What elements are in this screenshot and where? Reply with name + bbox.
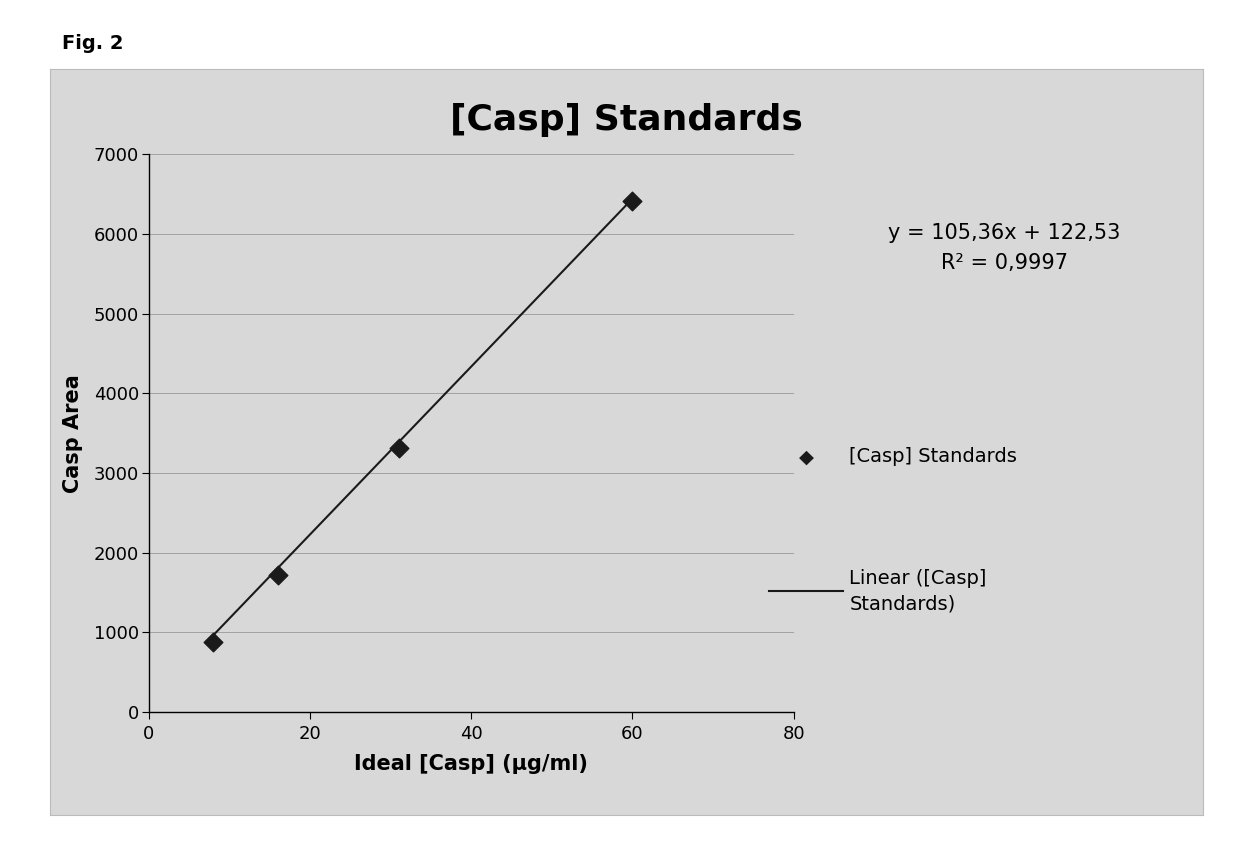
Point bbox=[388, 442, 408, 456]
Y-axis label: Casp Area: Casp Area bbox=[63, 374, 83, 492]
Point bbox=[268, 568, 288, 582]
Point bbox=[203, 635, 223, 649]
Text: Fig. 2: Fig. 2 bbox=[62, 34, 124, 53]
X-axis label: Ideal [Casp] (µg/ml): Ideal [Casp] (µg/ml) bbox=[355, 753, 588, 774]
Point bbox=[622, 194, 642, 208]
Text: y = 105,36x + 122,53
R² = 0,9997: y = 105,36x + 122,53 R² = 0,9997 bbox=[888, 223, 1121, 273]
Text: [Casp] Standards: [Casp] Standards bbox=[450, 103, 802, 137]
Text: [Casp] Standards: [Casp] Standards bbox=[849, 447, 1017, 466]
Text: Linear ([Casp]
Standards): Linear ([Casp] Standards) bbox=[849, 569, 987, 613]
Text: ◆: ◆ bbox=[799, 447, 813, 466]
